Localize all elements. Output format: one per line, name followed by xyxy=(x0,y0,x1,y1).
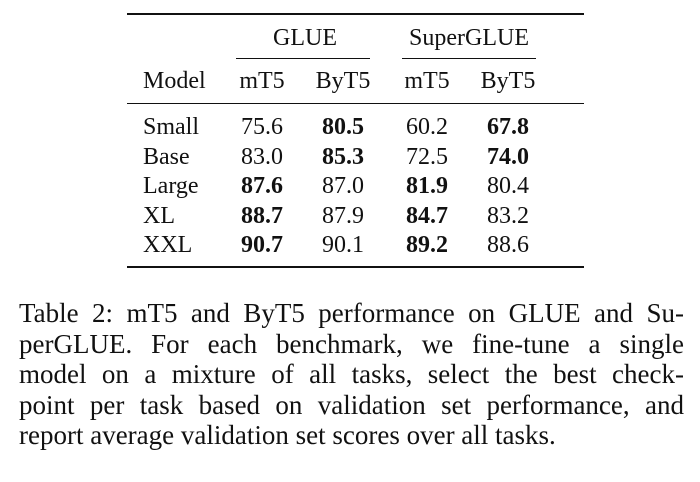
column-header-glue-mt5: mT5 xyxy=(239,68,285,94)
model-name-cell: Base xyxy=(143,144,190,170)
score-cell-glue-mt5: 83.0 xyxy=(241,144,283,170)
table-caption: Table 2: mT5 and ByT5 performance on GLU… xyxy=(19,298,684,451)
table-bottom-rule xyxy=(127,266,584,268)
table-top-rule xyxy=(127,13,584,15)
caption-line: model on a mixture of all tasks, select … xyxy=(19,359,684,389)
score-cell-superglue-mt5: 60.2 xyxy=(406,114,448,140)
glue-group-rule xyxy=(236,58,370,59)
score-cell-superglue-byt5: 67.8 xyxy=(487,114,529,140)
score-cell-superglue-mt5: 81.9 xyxy=(406,173,448,199)
model-name-cell: XXL xyxy=(143,232,193,258)
score-cell-glue-mt5: 88.7 xyxy=(241,203,283,229)
superglue-group-rule xyxy=(402,58,536,59)
model-name-cell: XL xyxy=(143,203,175,229)
column-header-superglue-mt5: mT5 xyxy=(404,68,450,94)
model-name-cell: Large xyxy=(143,173,199,199)
column-header-model: Model xyxy=(143,68,206,94)
group-header-glue: GLUE xyxy=(273,25,337,51)
score-cell-superglue-mt5: 72.5 xyxy=(406,144,448,170)
model-name-cell: Small xyxy=(143,114,200,140)
score-cell-superglue-byt5: 74.0 xyxy=(487,144,529,170)
caption-line: perGLUE. For each benchmark, we fine-tun… xyxy=(19,328,684,359)
header-rule xyxy=(127,103,584,104)
score-cell-superglue-byt5: 83.2 xyxy=(487,203,529,229)
column-header-glue-byt5: ByT5 xyxy=(315,68,371,94)
score-cell-glue-byt5: 85.3 xyxy=(322,144,364,170)
score-cell-superglue-mt5: 89.2 xyxy=(406,232,448,258)
score-cell-glue-mt5: 90.7 xyxy=(241,232,283,258)
score-cell-superglue-byt5: 80.4 xyxy=(487,173,529,199)
score-cell-superglue-byt5: 88.6 xyxy=(487,232,529,258)
caption-line: Table 2: mT5 and ByT5 performance on GLU… xyxy=(19,298,684,328)
caption-line: report average validation set scores ove… xyxy=(19,420,556,450)
score-cell-glue-mt5: 75.6 xyxy=(241,114,283,140)
score-cell-superglue-mt5: 84.7 xyxy=(406,203,448,229)
group-header-superglue: SuperGLUE xyxy=(409,25,529,51)
score-cell-glue-mt5: 87.6 xyxy=(241,173,283,199)
score-cell-glue-byt5: 87.0 xyxy=(322,173,364,199)
caption-line: point per task based on validation set p… xyxy=(19,389,684,420)
score-cell-glue-byt5: 90.1 xyxy=(322,232,364,258)
column-header-superglue-byt5: ByT5 xyxy=(480,68,536,94)
score-cell-glue-byt5: 80.5 xyxy=(322,114,364,140)
score-cell-glue-byt5: 87.9 xyxy=(322,203,364,229)
